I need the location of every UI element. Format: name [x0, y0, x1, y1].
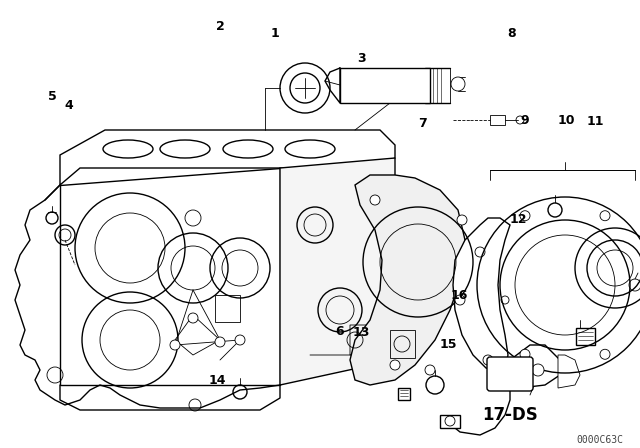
- Circle shape: [520, 211, 530, 221]
- Text: 13: 13: [353, 326, 371, 339]
- Circle shape: [235, 335, 245, 345]
- Text: 2: 2: [216, 20, 225, 34]
- Text: 0000C63C: 0000C63C: [577, 435, 623, 445]
- Circle shape: [390, 360, 400, 370]
- Polygon shape: [558, 355, 580, 388]
- Circle shape: [215, 337, 225, 347]
- Circle shape: [548, 203, 562, 217]
- Polygon shape: [576, 328, 595, 345]
- Text: 10: 10: [557, 113, 575, 127]
- Circle shape: [451, 77, 465, 91]
- Text: 3: 3: [357, 52, 366, 65]
- Circle shape: [532, 364, 544, 376]
- Text: 9: 9: [520, 114, 529, 128]
- Circle shape: [483, 355, 493, 365]
- Text: 8: 8: [508, 27, 516, 40]
- Circle shape: [475, 247, 485, 257]
- FancyBboxPatch shape: [487, 357, 533, 391]
- Polygon shape: [60, 130, 395, 185]
- Polygon shape: [398, 388, 410, 400]
- Text: 14: 14: [209, 374, 227, 388]
- Text: 6: 6: [335, 325, 344, 338]
- Text: 12: 12: [509, 213, 527, 226]
- Circle shape: [170, 340, 180, 350]
- Circle shape: [600, 211, 610, 221]
- Text: 16: 16: [451, 289, 468, 302]
- Circle shape: [457, 215, 467, 225]
- Text: 15: 15: [439, 338, 457, 352]
- Circle shape: [425, 365, 435, 375]
- Text: 1: 1: [271, 27, 280, 40]
- Text: 5: 5: [48, 90, 57, 103]
- Circle shape: [520, 349, 530, 359]
- Text: 4: 4: [65, 99, 74, 112]
- Polygon shape: [440, 415, 460, 428]
- Text: 17-DS: 17-DS: [482, 406, 538, 424]
- Bar: [340, 68, 430, 103]
- Circle shape: [600, 349, 610, 359]
- Polygon shape: [60, 168, 280, 385]
- Polygon shape: [350, 175, 465, 385]
- Polygon shape: [453, 218, 510, 372]
- Polygon shape: [280, 158, 395, 385]
- Text: 11: 11: [586, 115, 604, 129]
- Text: 7: 7: [418, 116, 427, 130]
- Circle shape: [188, 313, 198, 323]
- Circle shape: [455, 295, 465, 305]
- Polygon shape: [500, 345, 560, 388]
- Circle shape: [370, 195, 380, 205]
